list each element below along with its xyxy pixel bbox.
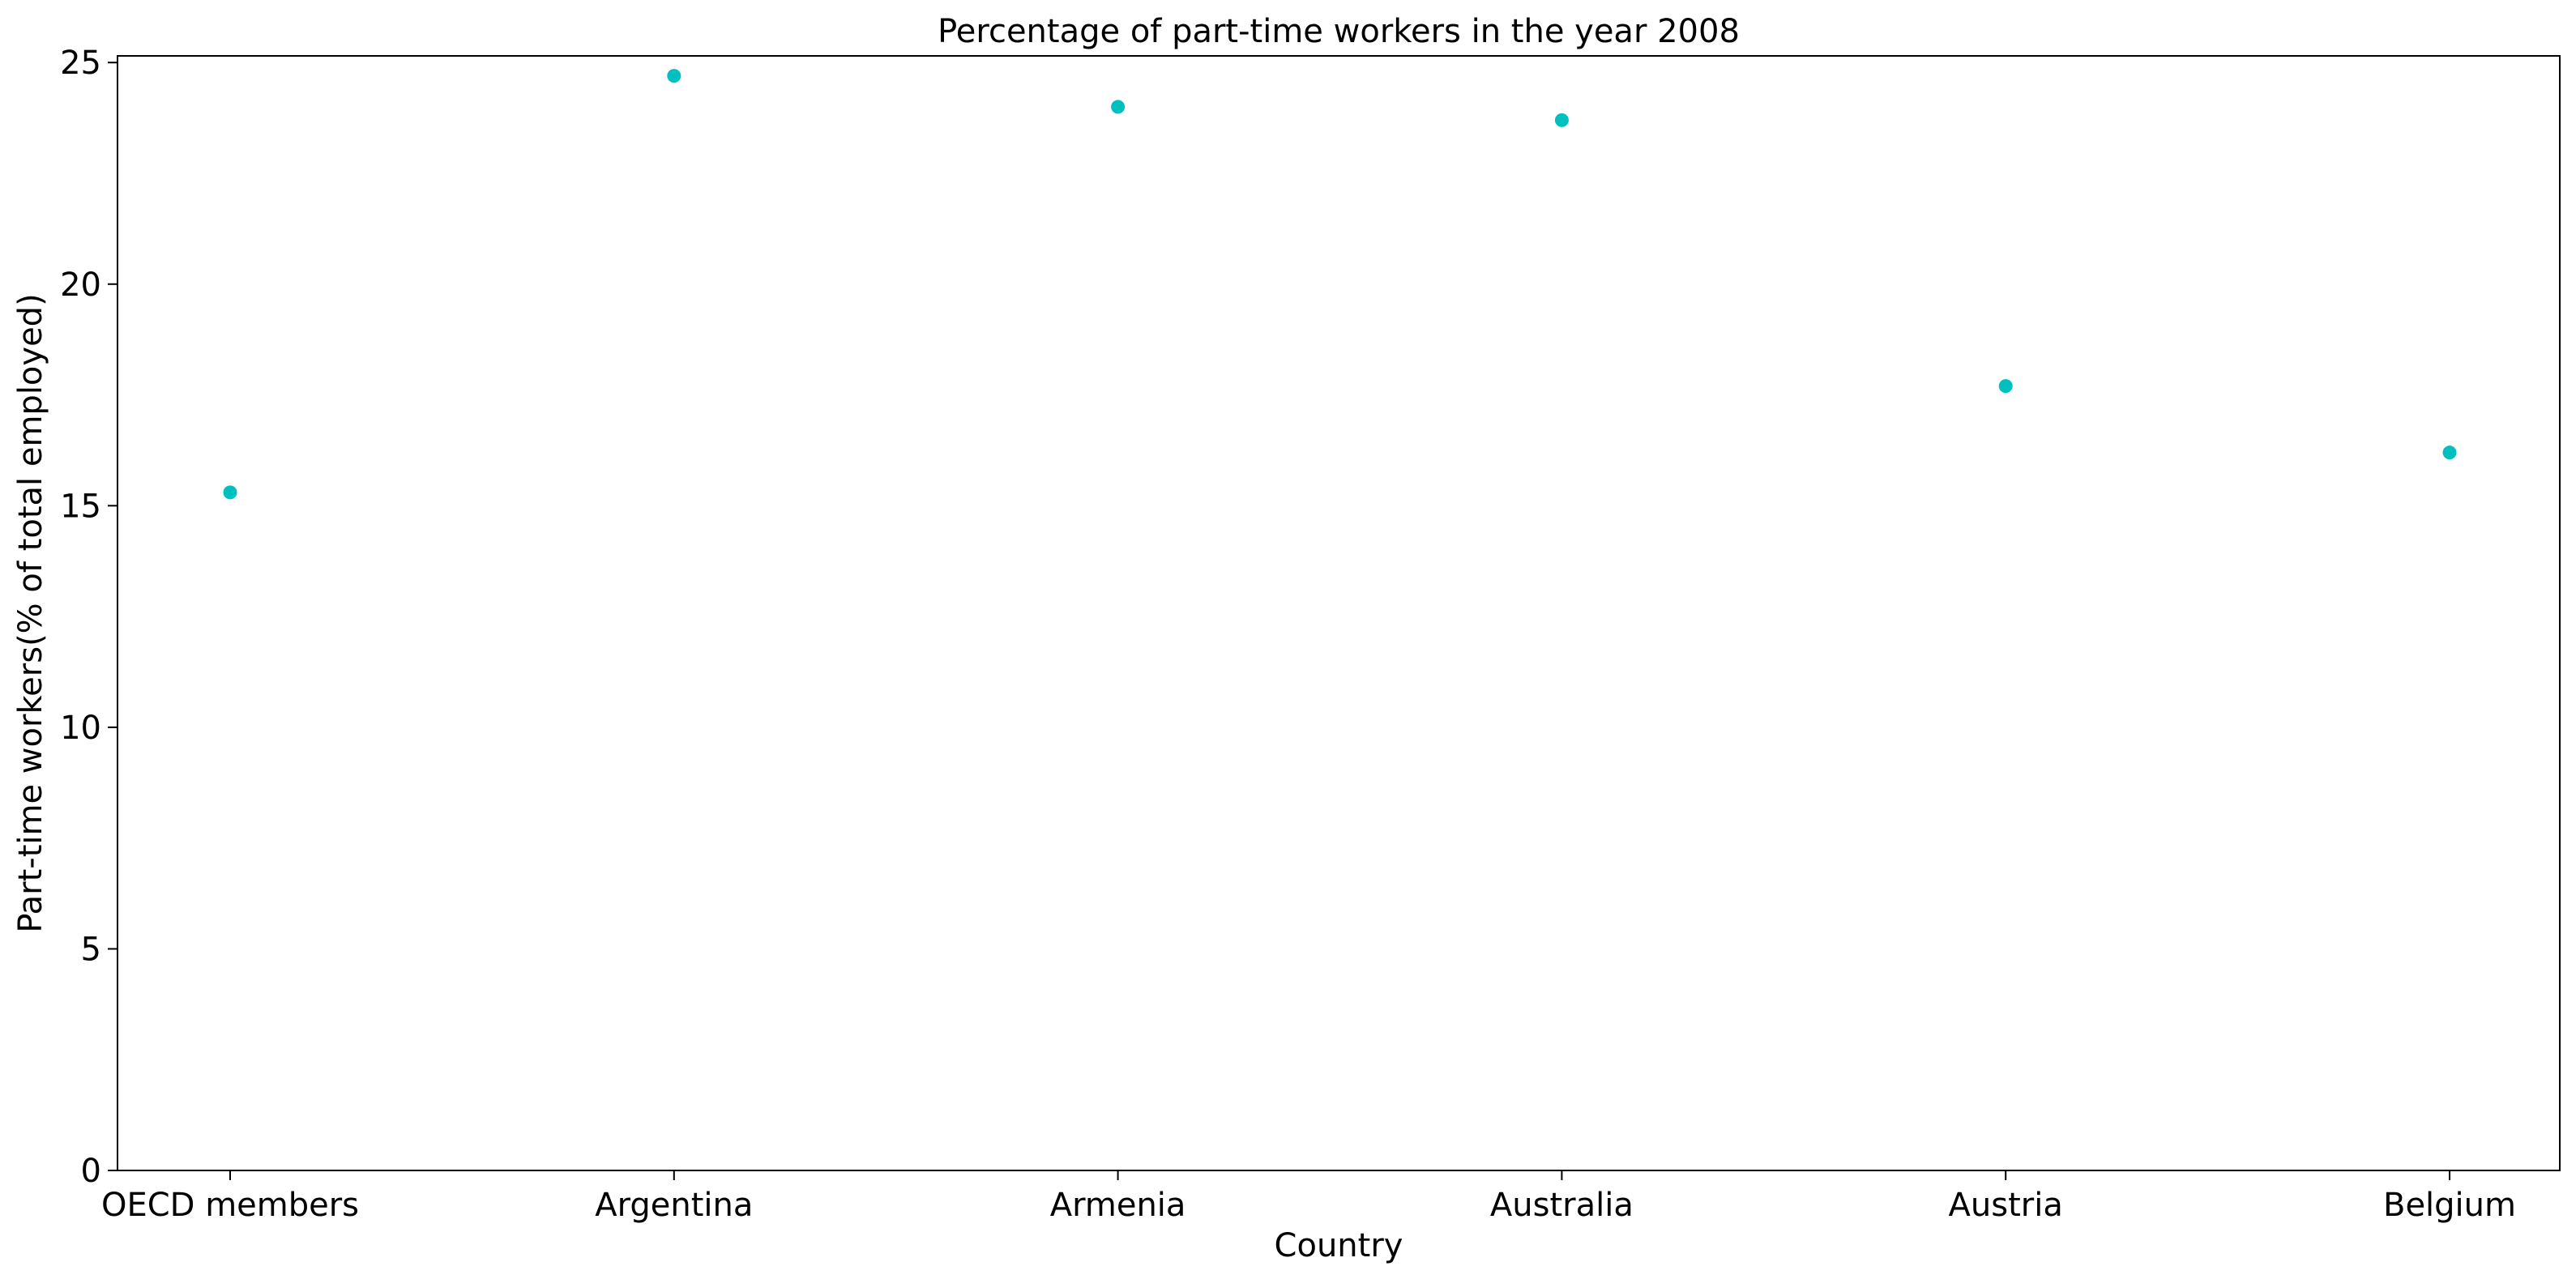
x-axis: OECD members Argentina Armenia Australia Aus…: [101, 1170, 2516, 1224]
data-point: [1554, 113, 1569, 127]
data-point: [667, 69, 681, 83]
data-point: [1998, 379, 2013, 394]
data-points: [223, 69, 2457, 500]
y-tick-label: 20: [60, 266, 101, 304]
y-tick-label: 15: [60, 488, 101, 525]
data-point: [223, 485, 237, 500]
plot-frame: [117, 55, 2561, 1171]
x-tick-label: Belgium: [2383, 1187, 2516, 1224]
x-axis-title: Country: [1275, 1227, 1403, 1264]
y-axis-title: Part-time workers(% of total employed): [12, 293, 49, 932]
y-tick-label: 5: [81, 931, 101, 968]
y-axis: 0 5 10 15 20 25: [60, 45, 117, 1190]
data-point: [1111, 100, 1126, 114]
y-tick-label: 10: [60, 710, 101, 747]
x-tick-label: Armenia: [1050, 1187, 1186, 1224]
x-tick-label: Austria: [1949, 1187, 2063, 1224]
x-tick-label: OECD members: [101, 1187, 359, 1224]
x-tick-label: Argentina: [595, 1187, 753, 1224]
chart-title: Percentage of part-time workers in the y…: [938, 13, 1740, 50]
x-tick-label: Australia: [1490, 1187, 1634, 1224]
data-point: [2442, 446, 2457, 460]
y-tick-label: 25: [60, 45, 101, 82]
y-tick-label: 0: [81, 1153, 101, 1190]
